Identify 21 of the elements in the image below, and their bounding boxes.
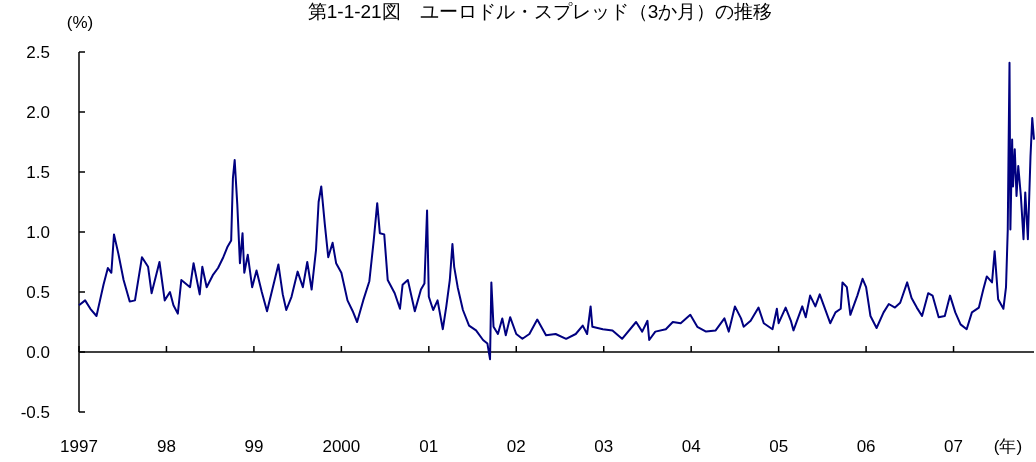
ylabel: (%): [66, 13, 94, 32]
xtick: 99: [244, 437, 264, 456]
title: 第1-1-21図 ユーロドル・スプレッド（3か月）の推移: [307, 1, 773, 22]
ytick: -0.5: [20, 403, 50, 422]
xlabel: (年): [993, 437, 1023, 456]
xtick: 2000: [322, 437, 361, 456]
xtick: 01: [419, 437, 439, 456]
xtick: 02: [506, 437, 526, 456]
ytick: 0.5: [26, 283, 50, 302]
xtick: 03: [594, 437, 614, 456]
xtick: 98: [157, 437, 176, 456]
ytick: 1.0: [26, 223, 50, 242]
xtick: 05: [769, 437, 789, 456]
xtick: 04: [681, 437, 701, 456]
xtick: 07: [944, 437, 963, 456]
ytick: 2.0: [26, 103, 50, 122]
ytick: 1.5: [26, 163, 50, 182]
xtick: 06: [856, 437, 876, 456]
xtick: 1997: [60, 437, 98, 456]
ytick: 2.5: [26, 43, 50, 62]
ytick: 0.0: [26, 343, 50, 362]
